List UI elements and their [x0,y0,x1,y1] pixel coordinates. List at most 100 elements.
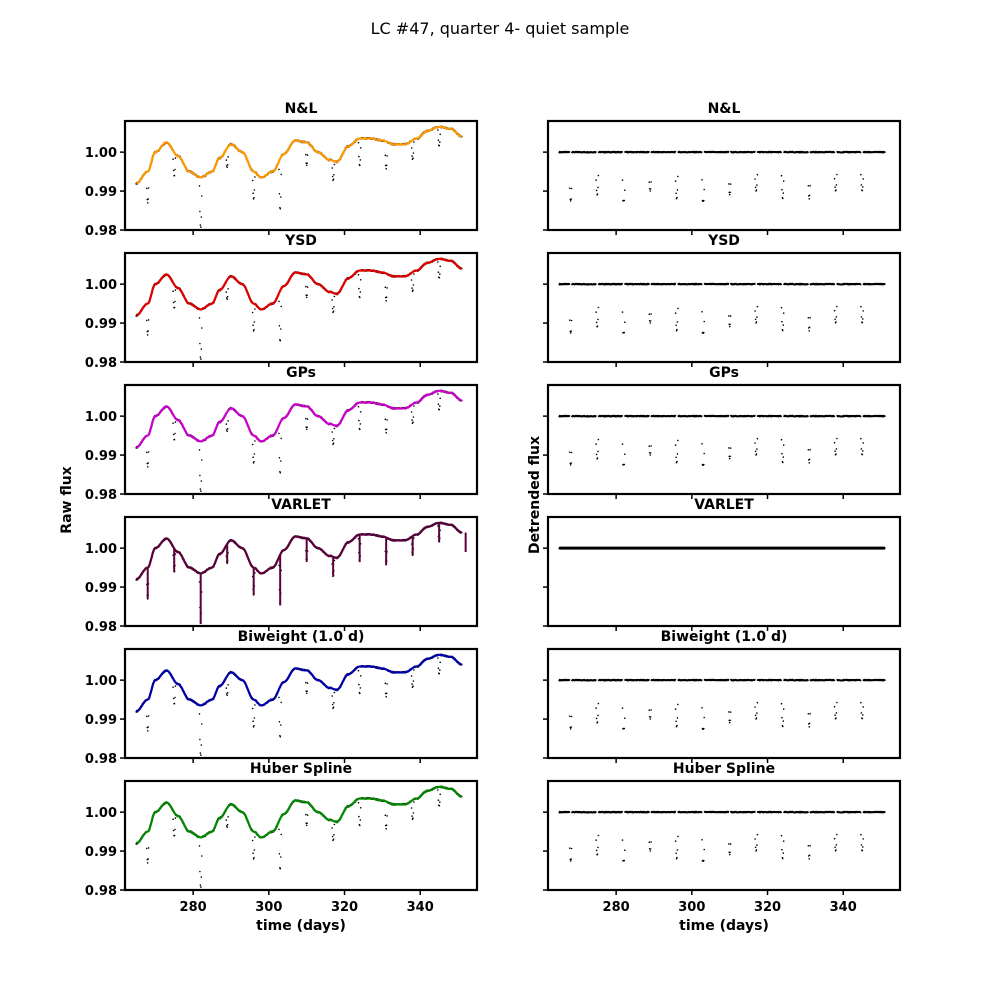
data-point [359,423,362,425]
panel-title: GPs [286,365,316,381]
data-point [279,471,282,474]
series-points [135,125,463,228]
data-point [862,310,864,312]
data-point [569,200,572,202]
data-point [278,457,281,459]
data-point [305,153,307,156]
data-point [860,437,862,440]
data-point [782,444,785,446]
data-point [306,426,308,429]
data-point [595,443,597,445]
data-point [570,451,573,454]
data-point [306,154,309,156]
data-point [331,307,334,310]
data-point [252,324,254,327]
data-point [647,150,650,153]
series-points [135,521,467,625]
data-point [357,405,360,408]
data-point [650,313,652,315]
data-point [226,298,228,301]
data-point [861,453,864,456]
data-point [437,403,440,406]
data-point [862,442,864,444]
trend-line [136,257,463,317]
data-point [754,178,756,180]
data-point [280,460,282,462]
data-point [860,173,862,176]
data-point [621,414,623,417]
data-point [410,411,413,413]
data-point [199,224,202,226]
data-point [806,151,809,154]
data-point [833,441,836,444]
data-point [147,319,150,321]
data-point [174,432,176,435]
data-point [808,198,810,200]
data-point [570,462,572,464]
data-point [675,192,677,195]
panel-raw-0: N&L0.980.991.00 [85,101,479,239]
data-point [200,490,202,492]
panel-frame [546,119,902,232]
data-point [623,463,626,466]
data-point [306,286,309,288]
data-point [596,457,599,459]
data-point [809,184,811,187]
data-point [859,283,862,286]
data-point [279,207,282,210]
y-tick-label: 1.00 [85,146,117,161]
y-tick-label: 0.99 [85,317,117,332]
data-point [254,176,256,178]
panel-detrended-1: YSD [543,233,902,367]
data-point [649,188,652,190]
data-point [701,179,703,181]
data-point [172,301,175,304]
data-point [412,157,414,159]
data-point [782,312,785,314]
data-point [251,443,254,446]
data-point [649,322,651,324]
data-point [648,445,651,448]
data-point [780,415,782,418]
data-point [200,480,203,482]
data-point [252,462,255,464]
data-point [621,282,623,285]
data-point [834,186,836,188]
data-point [729,183,732,185]
data-point [674,312,677,314]
data-point [146,466,149,468]
data-point [437,139,440,141]
data-point [438,408,441,411]
data-point [410,279,413,281]
panel-detrended-0: N&L [543,101,902,235]
data-point [677,439,679,442]
right-ylabel: Detrended flux [527,436,543,554]
data-point [674,414,677,417]
data-point [412,284,415,286]
data-point [756,448,758,450]
data-point [568,283,571,285]
data-point [703,188,705,191]
data-point [280,173,283,176]
data-point [225,159,228,161]
data-point [594,283,597,285]
data-point [252,198,255,200]
data-point [780,174,783,177]
panel-title: N&L [708,101,741,117]
data-point [225,297,228,299]
data-point [859,151,862,154]
panel-detrended-2: GPs [543,365,902,499]
data-point [172,433,175,436]
data-point [676,189,679,191]
data-point [200,358,202,360]
data-point [703,331,705,334]
data-point [727,150,730,153]
data-point [333,427,336,430]
data-point [411,155,413,157]
data-point [781,320,783,323]
data-point [753,414,756,417]
data-point [621,179,624,181]
data-point [333,438,335,440]
